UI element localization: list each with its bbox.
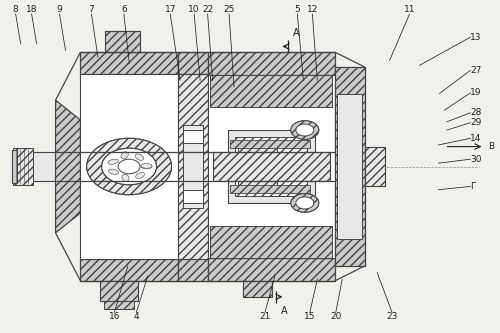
Text: 11: 11 (404, 5, 415, 14)
Ellipse shape (141, 164, 152, 168)
Text: 22: 22 (202, 5, 213, 14)
Polygon shape (56, 100, 80, 233)
Text: 19: 19 (470, 88, 482, 97)
Circle shape (291, 194, 319, 212)
Bar (230, 140, 310, 148)
Bar (208, 52, 335, 75)
Circle shape (118, 159, 140, 174)
Text: 25: 25 (224, 5, 234, 14)
Bar (242, 281, 272, 297)
Bar (210, 75, 332, 107)
Bar (228, 130, 315, 203)
Bar (238, 145, 278, 155)
Text: B: B (488, 142, 494, 151)
Text: Г: Г (470, 182, 476, 191)
Ellipse shape (121, 152, 128, 159)
Circle shape (86, 138, 172, 195)
Ellipse shape (141, 164, 152, 169)
Text: 30: 30 (470, 155, 482, 164)
Bar (182, 125, 203, 208)
Ellipse shape (108, 159, 118, 165)
Text: 27: 27 (470, 66, 482, 75)
Bar (338, 94, 362, 239)
Bar (33, 152, 56, 181)
Bar (238, 178, 278, 188)
Bar (335, 67, 364, 266)
Ellipse shape (136, 172, 144, 179)
Text: 18: 18 (26, 5, 38, 14)
Text: 4: 4 (134, 312, 139, 321)
Text: 17: 17 (164, 5, 176, 14)
Text: 9: 9 (56, 5, 62, 14)
Bar (12, 150, 16, 183)
Text: 6: 6 (121, 5, 126, 14)
Ellipse shape (135, 154, 143, 161)
Bar (178, 259, 208, 281)
Text: 23: 23 (386, 312, 398, 321)
Text: 5: 5 (294, 5, 300, 14)
Bar (208, 75, 335, 258)
Bar (235, 137, 308, 196)
Ellipse shape (122, 174, 129, 181)
Bar (208, 258, 335, 281)
Bar (178, 52, 208, 74)
Text: 8: 8 (13, 5, 18, 14)
Bar (210, 226, 332, 258)
Text: 13: 13 (470, 33, 482, 42)
Bar (100, 281, 138, 301)
Text: А: А (292, 28, 299, 38)
Polygon shape (13, 148, 33, 185)
Bar (230, 185, 310, 193)
Bar (364, 147, 384, 186)
Bar (182, 130, 203, 143)
Text: 29: 29 (470, 118, 482, 127)
Text: 28: 28 (470, 108, 482, 117)
Text: 20: 20 (330, 312, 342, 321)
Text: 16: 16 (108, 312, 120, 321)
Bar (104, 301, 134, 309)
Text: 7: 7 (88, 5, 94, 14)
Text: 10: 10 (188, 5, 200, 14)
Bar (182, 190, 203, 203)
Bar (106, 31, 140, 52)
Text: 14: 14 (470, 134, 482, 143)
Bar (178, 74, 208, 259)
Bar (212, 152, 330, 181)
Bar (80, 52, 178, 74)
Text: 15: 15 (304, 312, 316, 321)
Ellipse shape (108, 169, 118, 174)
Text: А: А (280, 306, 287, 316)
Bar (80, 259, 178, 281)
Text: 21: 21 (260, 312, 270, 321)
Text: 12: 12 (306, 5, 318, 14)
Bar (80, 74, 178, 259)
Circle shape (102, 148, 156, 185)
Circle shape (291, 121, 319, 139)
